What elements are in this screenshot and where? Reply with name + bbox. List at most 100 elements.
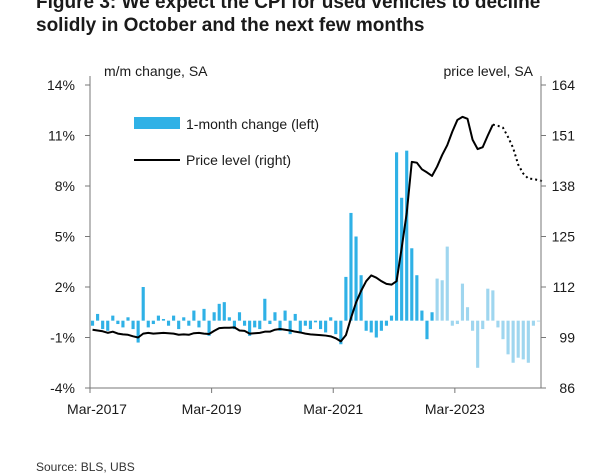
bar (248, 320, 252, 336)
bar (395, 152, 399, 321)
source-note: Source: BLS, UBS (36, 460, 135, 474)
bar (293, 313, 297, 321)
x-axis-ticks: Mar-2017 Mar-2019 Mar-2021 Mar-2023 (67, 388, 485, 417)
bar (116, 320, 120, 325)
bar (440, 280, 444, 321)
bar (192, 310, 196, 321)
left-tick-label: 8% (55, 178, 75, 194)
line-series (92, 115, 544, 343)
bar (90, 320, 95, 326)
chart-title: Figure 3: We expect the CPI for used veh… (36, 0, 596, 37)
bar (121, 320, 125, 328)
bar (202, 308, 206, 321)
left-tick-label: 5% (55, 229, 75, 245)
bar (410, 248, 414, 321)
bar (420, 310, 424, 321)
right-tick-label: 99 (559, 330, 575, 346)
bar (460, 283, 465, 321)
bar (435, 278, 439, 321)
legend: 1-month change (left) Price level (right… (134, 116, 319, 168)
bar (450, 320, 454, 326)
bar (486, 288, 490, 321)
bar (455, 320, 459, 325)
bar (222, 302, 226, 321)
bar (521, 320, 525, 360)
bar (445, 246, 449, 321)
legend-bar-swatch (134, 117, 180, 129)
left-tick-label: -1% (50, 330, 75, 346)
chart-title-line-1: Figure 3: We expect the CPI for used veh… (36, 0, 541, 13)
left-tick-label: 2% (55, 279, 75, 295)
axes: m/m change, SA price level, SA (89, 63, 542, 389)
bar (359, 275, 363, 321)
bar (96, 313, 100, 321)
left-axis-ticks: -4% -1% 2% 5% 8% 11% 14% (47, 77, 90, 396)
bar (207, 320, 211, 336)
x-tick-label: Mar-2017 (67, 401, 127, 417)
bar (197, 320, 201, 328)
bar (106, 320, 110, 331)
left-axis-label: m/m change, SA (104, 63, 208, 79)
bar (278, 320, 282, 331)
bar (273, 312, 277, 321)
bar (364, 320, 368, 331)
bar (101, 320, 105, 330)
bar (308, 320, 312, 330)
bar (298, 320, 302, 333)
bar (182, 317, 186, 321)
bar (268, 320, 272, 325)
bar (131, 320, 135, 330)
bar (511, 320, 515, 363)
bar (506, 320, 510, 355)
bar (379, 320, 383, 331)
bar (319, 320, 323, 330)
bar (501, 320, 505, 340)
bar (136, 320, 140, 343)
bar (344, 276, 348, 321)
bar (288, 320, 292, 335)
right-tick-label: 125 (552, 229, 576, 245)
right-tick-label: 151 (552, 128, 576, 144)
price-line-forecast (492, 123, 544, 183)
bar (187, 320, 191, 326)
legend-line-label: Price level (right) (186, 152, 291, 168)
bar (531, 320, 535, 326)
right-axis-label: price level, SA (444, 63, 534, 79)
bar (465, 307, 470, 321)
bar (339, 320, 343, 345)
right-tick-label: 138 (552, 178, 576, 194)
bar (172, 315, 176, 321)
bar (536, 320, 541, 322)
bar (334, 320, 338, 335)
bar (384, 320, 389, 326)
bar (303, 320, 307, 326)
chart-title-line-2: solidly in October and the next few mont… (36, 15, 425, 36)
right-tick-label: 86 (559, 380, 575, 396)
bar (177, 320, 181, 330)
bar (329, 317, 333, 321)
bar (263, 298, 267, 321)
bar (481, 320, 485, 330)
bar (111, 315, 115, 321)
bar (237, 312, 242, 321)
bar (374, 320, 378, 338)
bar (232, 320, 236, 330)
bar (156, 315, 160, 321)
bar (491, 290, 495, 321)
bar (141, 287, 145, 321)
bar-series (90, 150, 541, 368)
bar (161, 318, 166, 321)
x-tick-label: Mar-2023 (425, 401, 485, 417)
bar (324, 320, 328, 333)
bar (126, 317, 130, 321)
price-line-actual (92, 115, 494, 343)
bar (430, 312, 434, 321)
bar (354, 236, 358, 321)
left-tick-label: -4% (50, 380, 75, 396)
bar (369, 320, 373, 333)
bar (258, 320, 262, 330)
bar (217, 303, 221, 321)
bar (405, 150, 409, 321)
bar (400, 197, 404, 321)
